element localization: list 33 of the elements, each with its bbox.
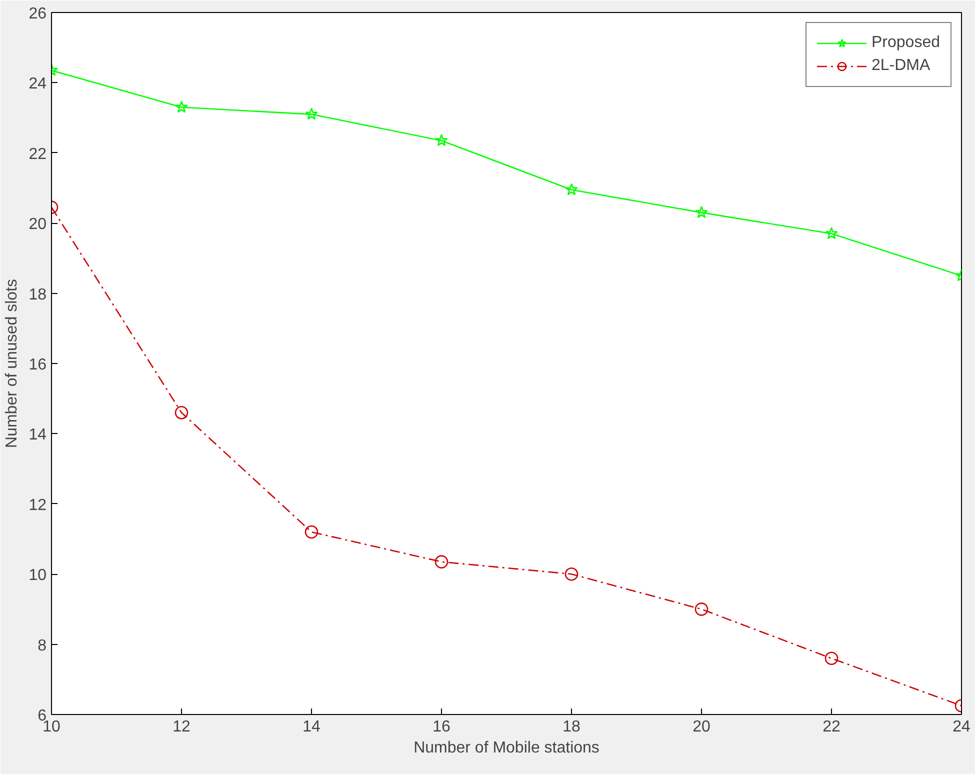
- y-tick-label: 14: [28, 426, 47, 444]
- x-tick-label: 20: [692, 718, 710, 736]
- y-tick-label: 22: [28, 146, 47, 163]
- point: [175, 100, 188, 113]
- point: [564, 567, 578, 581]
- y-tick-label: 20: [28, 216, 47, 234]
- y-tick-label: 24: [28, 76, 47, 93]
- point: [565, 183, 578, 196]
- y-tick-label: 26: [28, 6, 47, 22]
- x-tick-label: 22: [822, 718, 840, 736]
- x-tick-label: 18: [562, 718, 580, 736]
- legend-label: Proposed: [872, 34, 940, 52]
- legend-label: 2L-DMA: [872, 57, 930, 75]
- x-tick-label: 14: [302, 718, 320, 736]
- y-axis-title: Number of unused slots: [4, 279, 21, 448]
- point: [435, 134, 448, 146]
- point: [174, 406, 188, 420]
- point: [305, 108, 318, 120]
- x-tick-label: 16: [432, 718, 450, 736]
- x-tick-label: 24: [952, 718, 970, 736]
- x-tick-label: 12: [172, 718, 190, 736]
- y-tick-label: 8: [38, 637, 47, 654]
- point: [825, 226, 838, 240]
- point: [695, 206, 708, 218]
- point: [824, 652, 838, 665]
- x-axis-title: Number of Mobile stations: [414, 740, 600, 756]
- y-tick-label: 18: [28, 286, 47, 304]
- point: [694, 602, 708, 616]
- y-tick-label: 16: [28, 356, 47, 374]
- y-tick-label: 10: [28, 567, 47, 584]
- point: [434, 555, 448, 568]
- y-tick-label: 12: [28, 496, 47, 514]
- point: [304, 525, 318, 539]
